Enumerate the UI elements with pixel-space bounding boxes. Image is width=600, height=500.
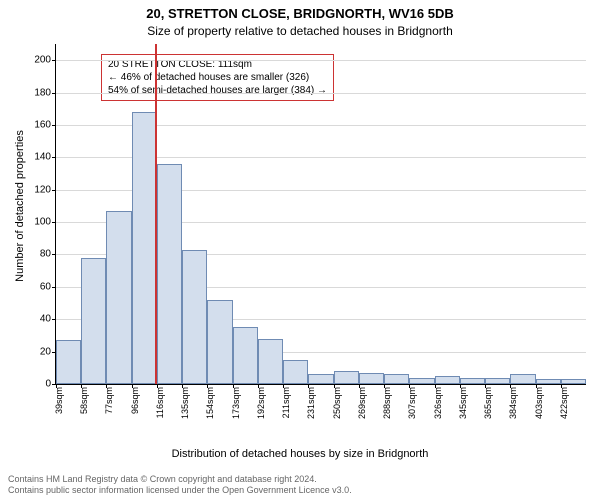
gridline — [56, 60, 586, 61]
chart-subtitle: Size of property relative to detached ho… — [0, 24, 600, 38]
x-tick-label: 365sqm — [483, 387, 493, 437]
y-tick — [52, 125, 56, 126]
y-axis-label: Number of detached properties — [14, 106, 26, 306]
x-tick-label: 58sqm — [79, 387, 89, 437]
histogram-bar — [536, 379, 561, 384]
annotation-line-3: 54% of semi-detached houses are larger (… — [108, 84, 327, 97]
x-tick-label: 154sqm — [205, 387, 215, 437]
x-tick-label: 422sqm — [559, 387, 569, 437]
property-marker-line — [155, 44, 157, 384]
chart-plot-area: 20 STRETTON CLOSE: 111sqm ← 46% of detac… — [55, 44, 586, 385]
gridline — [56, 93, 586, 94]
histogram-bar — [81, 258, 106, 384]
y-tick-label: 200 — [21, 55, 51, 66]
histogram-bar — [334, 371, 359, 384]
y-tick-label: 0 — [21, 379, 51, 390]
y-tick-label: 40 — [21, 314, 51, 325]
histogram-bar — [561, 379, 586, 384]
y-tick-label: 100 — [21, 217, 51, 228]
x-tick-label: 326sqm — [433, 387, 443, 437]
x-tick-label: 403sqm — [534, 387, 544, 437]
x-tick-label: 135sqm — [180, 387, 190, 437]
histogram-bar — [485, 378, 510, 384]
y-tick — [52, 319, 56, 320]
x-tick-label: 250sqm — [332, 387, 342, 437]
y-tick-label: 60 — [21, 281, 51, 292]
x-tick-label: 116sqm — [155, 387, 165, 437]
x-tick-label: 288sqm — [382, 387, 392, 437]
y-tick — [52, 60, 56, 61]
histogram-bar — [510, 374, 535, 384]
chart-title: 20, STRETTON CLOSE, BRIDGNORTH, WV16 5DB — [0, 6, 600, 21]
histogram-bar — [207, 300, 232, 384]
x-tick-label: 345sqm — [458, 387, 468, 437]
histogram-bar — [435, 376, 460, 384]
histogram-bar — [409, 378, 434, 384]
histogram-bar — [106, 211, 131, 384]
x-tick-label: 211sqm — [281, 387, 291, 437]
histogram-bar — [157, 164, 182, 384]
x-tick-label: 269sqm — [357, 387, 367, 437]
histogram-bar — [233, 327, 258, 384]
y-tick-label: 140 — [21, 152, 51, 163]
x-tick-label: 307sqm — [407, 387, 417, 437]
y-tick — [52, 93, 56, 94]
annotation-line-2: ← 46% of detached houses are smaller (32… — [108, 71, 327, 84]
y-tick — [52, 190, 56, 191]
histogram-bar — [258, 339, 283, 384]
histogram-bar — [182, 250, 207, 384]
x-tick-label: 192sqm — [256, 387, 266, 437]
footer-text: Contains HM Land Registry data © Crown c… — [8, 474, 592, 497]
histogram-bar — [132, 112, 157, 384]
histogram-bar — [308, 374, 333, 384]
y-tick-label: 80 — [21, 249, 51, 260]
histogram-bar — [56, 340, 81, 384]
x-tick-label: 96sqm — [130, 387, 140, 437]
x-tick-label: 231sqm — [306, 387, 316, 437]
y-tick-label: 120 — [21, 184, 51, 195]
figure-container: 20, STRETTON CLOSE, BRIDGNORTH, WV16 5DB… — [0, 0, 600, 500]
y-tick — [52, 254, 56, 255]
x-tick-label: 384sqm — [508, 387, 518, 437]
x-tick-label: 77sqm — [104, 387, 114, 437]
y-tick — [52, 157, 56, 158]
footer-line-2: Contains public sector information licen… — [8, 485, 592, 496]
x-axis-label: Distribution of detached houses by size … — [0, 448, 600, 460]
y-tick-label: 180 — [21, 87, 51, 98]
footer-line-1: Contains HM Land Registry data © Crown c… — [8, 474, 592, 485]
histogram-bar — [384, 374, 409, 384]
x-tick-label: 39sqm — [54, 387, 64, 437]
y-tick-label: 160 — [21, 119, 51, 130]
y-tick — [52, 287, 56, 288]
histogram-bar — [460, 378, 485, 384]
histogram-bar — [283, 360, 308, 384]
y-tick — [52, 222, 56, 223]
histogram-bar — [359, 373, 384, 384]
x-tick-label: 173sqm — [231, 387, 241, 437]
y-tick-label: 20 — [21, 346, 51, 357]
